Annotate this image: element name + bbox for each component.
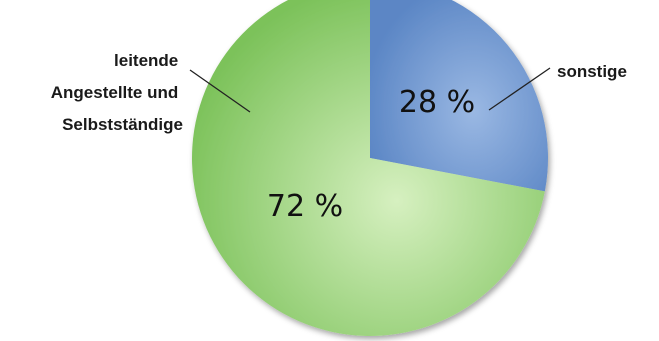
slice-label-sonstige: sonstige [557,62,627,81]
pie-slice-leitende [192,0,545,336]
value-label-leitende: 72 % [267,189,343,224]
pie-slice-sonstige [370,0,548,192]
value-label-sonstige: 28 % [399,85,475,120]
slice-label-leitende: leitende Angestellte und Selbstständige [51,51,183,134]
leader-line-leitende [189,69,251,113]
leader-line-sonstige [488,67,551,111]
